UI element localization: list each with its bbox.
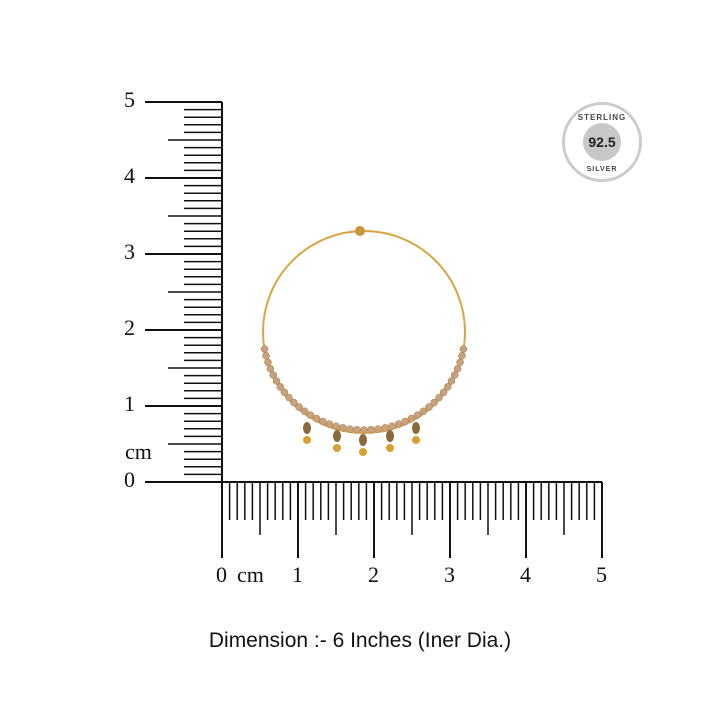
vertical-ruler-label: 0 — [124, 467, 135, 492]
hoop-clasp — [355, 226, 365, 236]
jhumki-bell — [386, 444, 394, 452]
bead — [339, 424, 347, 432]
bead — [388, 422, 396, 430]
badge-bottom-text: SILVER — [586, 166, 618, 173]
badge-top-text: STERLING — [577, 113, 627, 122]
vertical-ruler-label: 5 — [124, 87, 135, 112]
bead — [306, 411, 315, 419]
bead — [360, 426, 368, 434]
horizontal-ruler-label: 2 — [368, 562, 379, 587]
horizontal-ruler-label: 4 — [520, 562, 531, 587]
jhumki-bell — [359, 448, 367, 456]
horizontal-ruler-unit: cm — [237, 562, 264, 587]
bead — [458, 351, 466, 360]
bead — [353, 426, 361, 434]
bead — [300, 407, 309, 416]
bead — [435, 393, 443, 402]
bead — [290, 398, 298, 407]
bead — [401, 417, 409, 426]
bead — [453, 364, 462, 373]
horizontal-ruler-label: 5 — [596, 562, 607, 587]
vertical-ruler-label: 3 — [124, 239, 135, 264]
bead — [425, 403, 433, 411]
bead — [319, 417, 327, 426]
bead — [280, 388, 289, 397]
dimension-caption: Dimension :- 6 Inches (Iner Dia.) — [208, 629, 512, 652]
bead — [381, 424, 389, 432]
bead — [367, 426, 375, 434]
bead — [332, 422, 340, 430]
horizontal-ruler-label: 0 — [216, 562, 227, 587]
bead — [443, 383, 452, 391]
vertical-ruler-label: 1 — [124, 391, 135, 416]
bead — [276, 383, 285, 391]
bead — [447, 377, 456, 385]
horizontal-ruler-label: 3 — [444, 562, 455, 587]
drop-charm — [386, 430, 394, 442]
bead — [264, 358, 272, 367]
bead — [266, 364, 275, 373]
bead — [285, 393, 293, 402]
bead — [459, 345, 468, 353]
bead — [419, 407, 428, 416]
bead — [269, 371, 277, 379]
drop-charm — [303, 422, 311, 434]
bead — [262, 351, 270, 360]
bead — [260, 345, 269, 353]
bead — [451, 371, 459, 379]
jhumki-bell — [333, 444, 341, 452]
bead — [430, 398, 438, 407]
bead — [346, 425, 354, 433]
jhumki-bell — [412, 436, 420, 444]
bead — [413, 411, 422, 419]
badge-value: 92.5 — [583, 123, 621, 161]
vertical-ruler-label: 4 — [124, 163, 135, 188]
vertical-ruler-unit: cm — [125, 439, 152, 464]
sterling-silver-badge: STERLING 92.5 SILVER — [562, 102, 642, 182]
bead — [407, 414, 416, 423]
bead — [374, 425, 382, 433]
bead — [394, 420, 403, 428]
jhumki-bell — [303, 436, 311, 444]
drop-charm — [333, 430, 341, 442]
bead — [272, 377, 281, 385]
bead — [295, 403, 303, 411]
bead — [312, 414, 321, 423]
horizontal-ruler-label: 1 — [292, 562, 303, 587]
drop-charm — [412, 422, 420, 434]
vertical-ruler-label: 2 — [124, 315, 135, 340]
bead — [325, 420, 334, 428]
bead — [439, 388, 448, 397]
bead — [456, 358, 464, 367]
drop-charm — [359, 434, 367, 446]
